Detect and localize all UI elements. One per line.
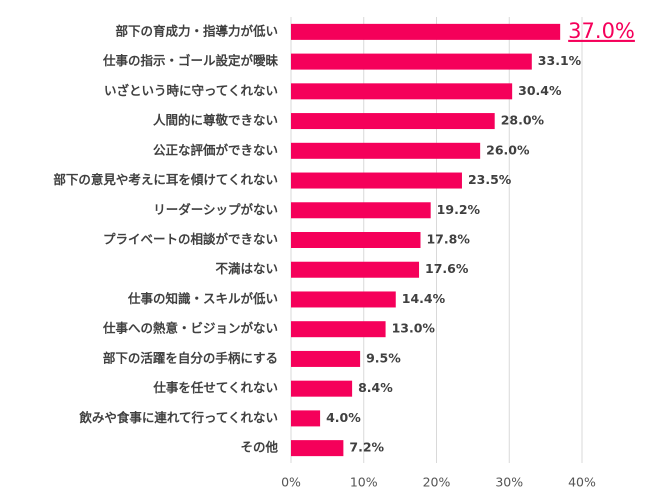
y-tick-label: その他 (240, 440, 278, 455)
bar (291, 380, 353, 397)
value-label: 26.0% (486, 142, 530, 157)
y-tick-label: 部下の活躍を自分の手柄にする (103, 350, 278, 365)
bar (291, 291, 396, 308)
value-label: 7.2% (349, 440, 384, 455)
value-label: 8.4% (358, 380, 393, 395)
value-label: 19.2% (437, 202, 481, 217)
y-tick-label: リーダーシップがない (153, 202, 278, 217)
value-label: 33.1% (538, 53, 582, 68)
value-label: 30.4% (518, 83, 562, 98)
bar (291, 142, 481, 159)
y-tick-label: 部下の育成力・指導力が低い (115, 23, 278, 38)
y-tick-label: 仕事を任せてくれない (152, 380, 278, 395)
y-tick-label: 公正な評価ができない (153, 142, 278, 157)
value-label: 37.0% (568, 19, 635, 43)
value-label: 14.4% (402, 291, 446, 306)
bar (291, 53, 532, 70)
bar (291, 350, 361, 367)
bar (291, 83, 513, 100)
value-label: 23.5% (468, 172, 512, 187)
y-tick-label: いざという時に守ってくれない (104, 83, 278, 98)
bar (291, 440, 344, 457)
bar (291, 321, 386, 338)
y-tick-label: 飲みや食事に連れて行ってくれない (78, 410, 278, 425)
bar (291, 261, 420, 278)
x-tick-label: 0% (281, 475, 301, 490)
y-tick-label: プライベートの相談ができない (103, 232, 278, 247)
y-tick-label: 人間的に尊敬できない (153, 113, 278, 128)
bar (291, 232, 421, 248)
bar (291, 113, 495, 130)
value-label: 4.0% (326, 410, 361, 425)
y-tick-label: 仕事の指示・ゴール設定が曖昧 (102, 53, 279, 68)
y-tick-label: 部下の意見や考えに耳を傾けてくれない (53, 172, 278, 187)
value-label: 13.0% (392, 321, 436, 336)
x-tick-label: 30% (495, 475, 523, 490)
bar (291, 410, 321, 427)
bar (291, 172, 462, 189)
x-tick-label: 40% (568, 475, 596, 490)
bar (291, 202, 431, 219)
x-tick-label: 10% (350, 475, 378, 490)
value-label: 17.6% (425, 261, 469, 276)
y-tick-label: 仕事への熱意・ビジョンがない (102, 321, 278, 336)
value-label: 17.8% (426, 232, 470, 247)
x-tick-label: 20% (423, 475, 451, 490)
y-tick-label: 不満はない (215, 261, 278, 276)
y-tick-label: 仕事の知識・スキルが低い (127, 291, 278, 306)
bar (291, 23, 561, 40)
value-label: 28.0% (501, 113, 545, 128)
value-label: 9.5% (366, 350, 401, 365)
